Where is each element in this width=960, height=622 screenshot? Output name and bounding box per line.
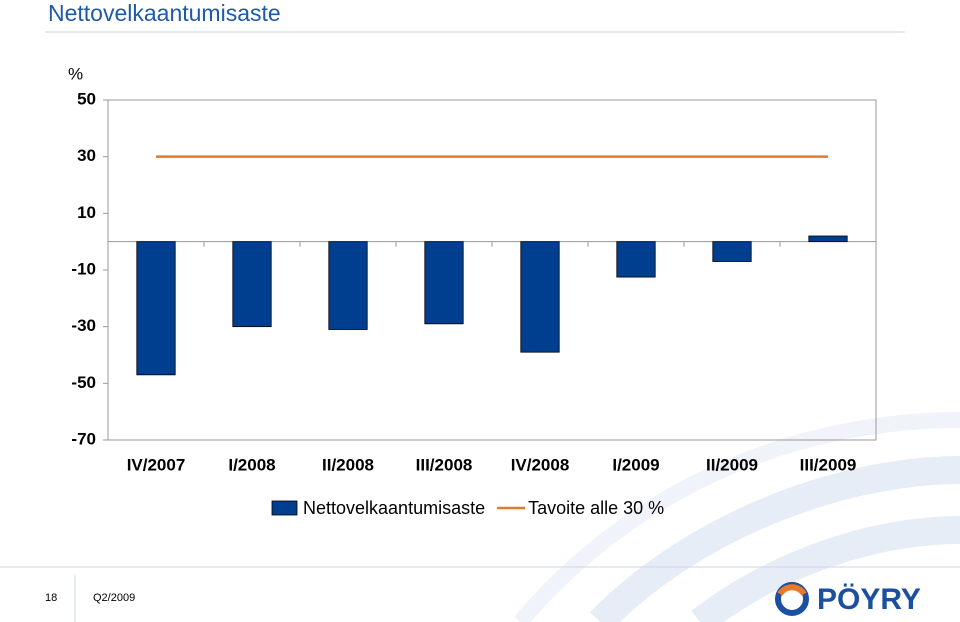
- chart: -70 -50 -30 -10 10 30 50 IV/2007 I/2008 II/2008 II…: [71, 89, 877, 518]
- chart-title: Nettovelkaantumisaste: [48, 0, 281, 26]
- x-tick-label: IV/2008: [511, 455, 570, 474]
- x-tick-label: I/2008: [228, 455, 275, 474]
- y-tick-label: -70: [71, 429, 96, 448]
- bar: [232, 241, 272, 328]
- x-tick-label: I/2009: [612, 455, 659, 474]
- x-tick-label: II/2008: [322, 455, 374, 474]
- legend-label: Tavoite alle 30 %: [528, 498, 664, 518]
- x-tick-label: III/2008: [416, 455, 473, 474]
- y-tick-label: -10: [71, 259, 96, 278]
- y-tick-label: 50: [77, 89, 96, 108]
- page-number: 18: [45, 592, 57, 604]
- bar: [616, 241, 656, 278]
- x-tick-label: III/2009: [800, 455, 857, 474]
- period: Q2/2009: [93, 592, 135, 604]
- logo: PÖYRY: [775, 582, 921, 616]
- bar: [520, 241, 560, 353]
- y-tick-label: -50: [71, 373, 96, 392]
- y-tick-label: 10: [77, 203, 96, 222]
- legend-swatch: [271, 500, 298, 516]
- bar: [424, 241, 464, 325]
- y-axis-label: %: [68, 64, 83, 83]
- bar: [712, 241, 752, 262]
- bar: [808, 235, 848, 243]
- background-swirl: [513, 412, 960, 622]
- x-tick-label: II/2009: [706, 455, 758, 474]
- bar: [328, 241, 368, 330]
- plot-frame: [107, 99, 877, 441]
- y-tick-label: 30: [77, 146, 96, 165]
- bar: [136, 241, 176, 376]
- x-tick-label: IV/2007: [127, 455, 186, 474]
- logo-text: PÖYRY: [817, 583, 921, 616]
- y-tick-label: -30: [71, 316, 96, 335]
- legend-label: Nettovelkaantumisaste: [303, 498, 485, 518]
